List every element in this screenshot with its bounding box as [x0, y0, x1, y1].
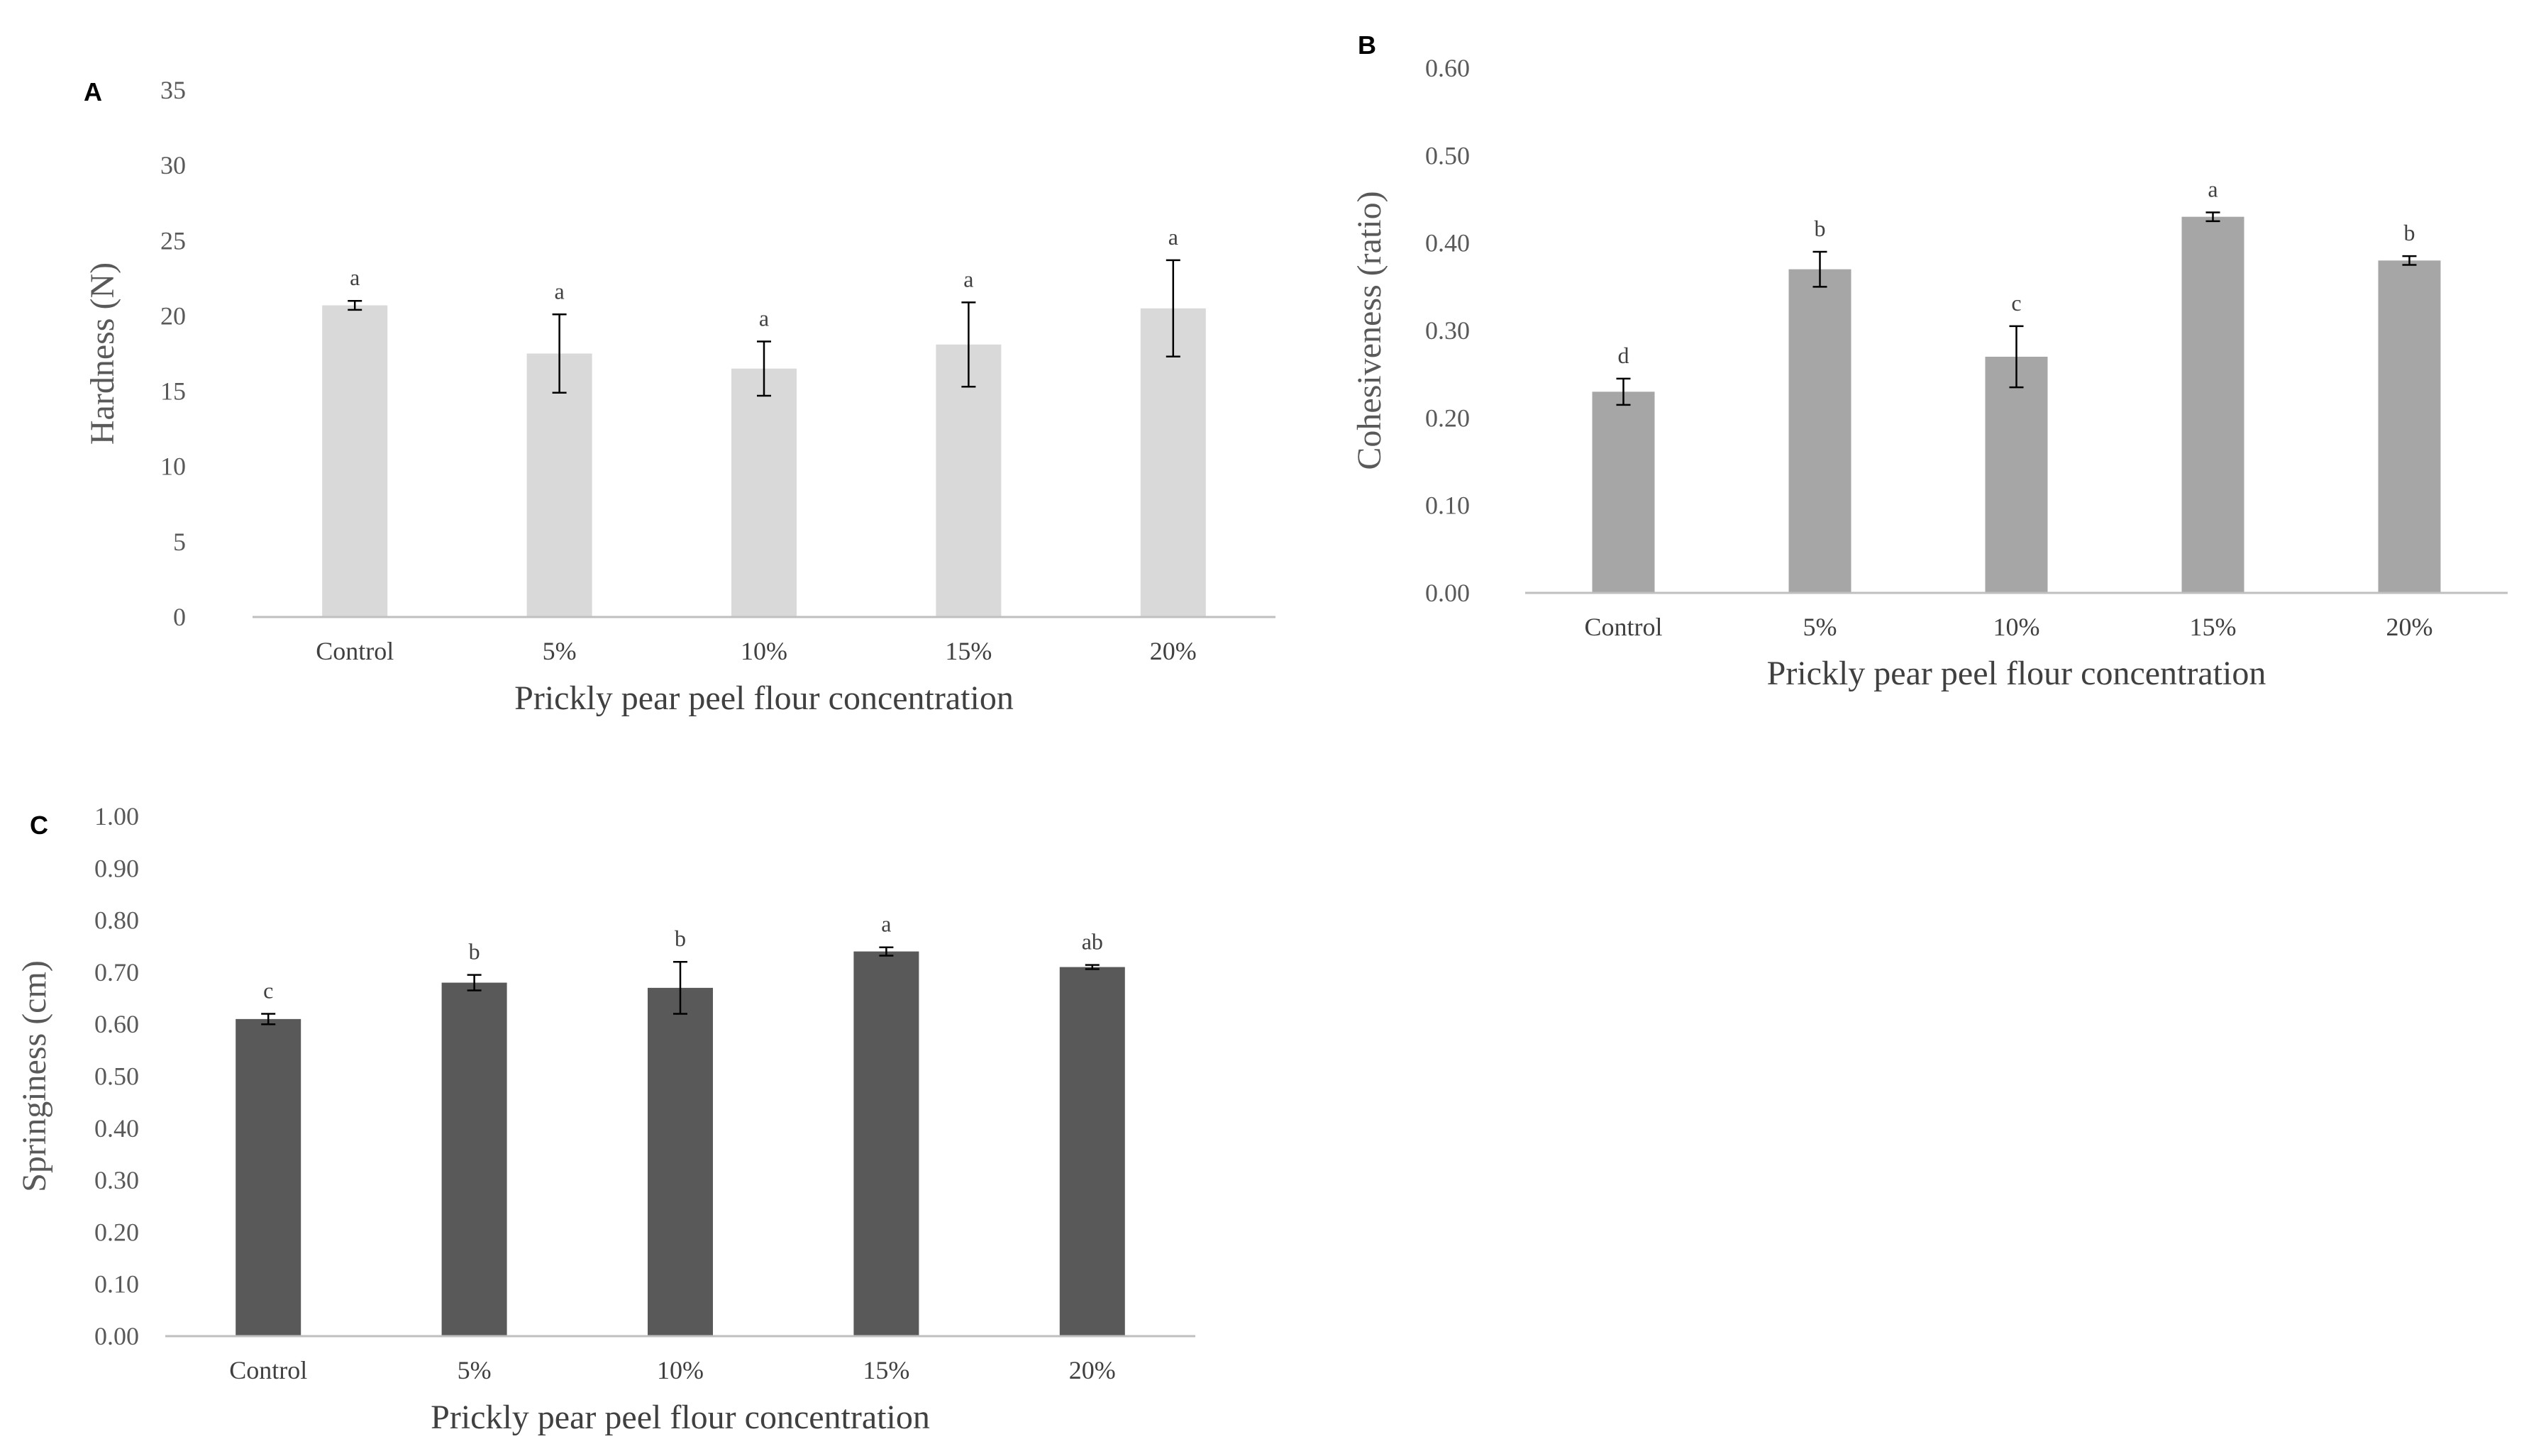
bar [236, 1018, 301, 1336]
y-tick-label: 0.20 [1425, 404, 1470, 432]
y-tick-label: 5 [173, 528, 186, 556]
x-tick-label: Control [316, 637, 394, 665]
y-axis-title: Springiness (cm) [16, 960, 53, 1192]
y-tick-label: 10 [160, 452, 186, 481]
x-tick-label: 20% [2386, 613, 2433, 641]
x-tick-label: 15% [863, 1356, 909, 1384]
error-bar [1616, 377, 1631, 406]
error-bar [1812, 250, 1827, 288]
y-tick-label: 30 [160, 151, 186, 179]
error-bar [261, 1013, 276, 1026]
bar [731, 368, 797, 617]
y-tick-label: 1.00 [94, 802, 139, 830]
bar [1985, 357, 2048, 593]
x-tick-label: 10% [657, 1356, 704, 1384]
y-tick-label: 0.30 [1425, 316, 1470, 345]
significance-letter: a [554, 278, 564, 304]
x-axis-title: Prickly pear peel flour concentration [431, 1399, 930, 1436]
y-tick-label: 0.10 [94, 1270, 139, 1299]
significance-letter: a [881, 911, 891, 937]
x-tick-label: 5% [458, 1356, 492, 1384]
significance-letter: a [963, 266, 973, 291]
bar [526, 353, 592, 617]
significance-letter: b [675, 926, 686, 951]
x-tick-label: Control [1584, 613, 1662, 641]
x-tick-label: 20% [1069, 1356, 1116, 1384]
significance-letter: b [469, 939, 480, 965]
chart-panel-a: A 0 5 10 15 20 25 30 35 a Control a 5% a 10% a 15% a 20% Pr… [84, 76, 1275, 717]
significance-letter: c [2011, 290, 2021, 316]
significance-letter: a [1168, 224, 1178, 250]
error-bar [467, 974, 482, 991]
y-tick-label: 0.00 [94, 1322, 139, 1350]
bar [648, 987, 713, 1336]
chart-panel-b: B 0.00 0.10 0.20 0.30 0.40 0.50 0.60 d Control b 5%… [1351, 30, 2508, 692]
y-axis-title: Hardness (N) [84, 262, 121, 445]
error-bar [673, 960, 687, 1015]
panel-label: C [30, 811, 48, 840]
bar [441, 982, 507, 1336]
y-tick-label: 0.60 [1425, 54, 1470, 82]
panel-label: B [1358, 30, 1376, 60]
y-tick-label: 0.80 [94, 906, 139, 935]
x-tick-label: 15% [945, 637, 992, 665]
y-tick-label: 35 [160, 76, 186, 104]
bar [1140, 308, 1206, 617]
x-axis-title: Prickly pear peel flour concentration [514, 679, 1014, 717]
error-bar [552, 313, 567, 394]
bar [1592, 391, 1655, 593]
x-tick-label: 10% [741, 637, 787, 665]
y-tick-label: 0.00 [1425, 579, 1470, 607]
bar [2181, 216, 2244, 594]
error-bar [2205, 211, 2220, 223]
error-bar [2402, 255, 2417, 266]
error-bar [1085, 964, 1100, 970]
bar [2378, 260, 2441, 593]
y-tick-label: 0.70 [94, 958, 139, 987]
y-tick-label: 0.10 [1425, 491, 1470, 520]
x-tick-label: 20% [1150, 637, 1197, 665]
error-bar [879, 946, 894, 957]
x-tick-label: 10% [1993, 613, 2040, 641]
error-bar [2009, 325, 2024, 389]
bar [322, 305, 388, 617]
y-tick-label: 0 [173, 603, 186, 631]
significance-letter: a [759, 306, 769, 331]
y-axis-title: Cohesiveness (ratio) [1351, 191, 1388, 469]
y-tick-label: 15 [160, 377, 186, 406]
significance-letter: c [263, 978, 273, 1004]
y-tick-label: 0.40 [1425, 229, 1470, 257]
significance-letter: a [2208, 177, 2218, 202]
x-tick-label: 5% [1803, 613, 1837, 641]
bar [936, 344, 1002, 617]
error-bar [757, 340, 771, 397]
x-axis-title: Prickly pear peel flour concentration [1767, 655, 2266, 692]
y-tick-label: 0.50 [1425, 141, 1470, 170]
chart-panel-c: C 0.00 0.10 0.20 0.30 0.40 0.50 0.60 0.70 0.80 0.9… [16, 802, 1195, 1436]
significance-letter: a [350, 265, 360, 290]
y-tick-label: 0.50 [94, 1062, 139, 1091]
significance-letter: d [1618, 343, 1629, 368]
significance-letter: ab [1082, 929, 1103, 955]
y-tick-label: 0.20 [94, 1218, 139, 1246]
significance-letter: b [2404, 220, 2415, 245]
y-tick-label: 0.30 [94, 1166, 139, 1194]
error-bar [1166, 259, 1180, 357]
bar [853, 951, 919, 1336]
y-tick-label: 20 [160, 301, 186, 330]
significance-letter: b [1815, 216, 1826, 241]
y-tick-label: 25 [160, 226, 186, 255]
error-bar [961, 301, 976, 388]
x-tick-label: 5% [543, 637, 577, 665]
x-tick-label: Control [229, 1356, 307, 1384]
error-bar [348, 299, 362, 311]
panel-label: A [84, 77, 102, 106]
y-tick-label: 0.60 [94, 1010, 139, 1038]
bar [1059, 967, 1125, 1336]
y-tick-label: 0.90 [94, 854, 139, 882]
y-tick-label: 0.40 [94, 1114, 139, 1143]
x-tick-label: 15% [2190, 613, 2237, 641]
bar [1788, 269, 1851, 593]
